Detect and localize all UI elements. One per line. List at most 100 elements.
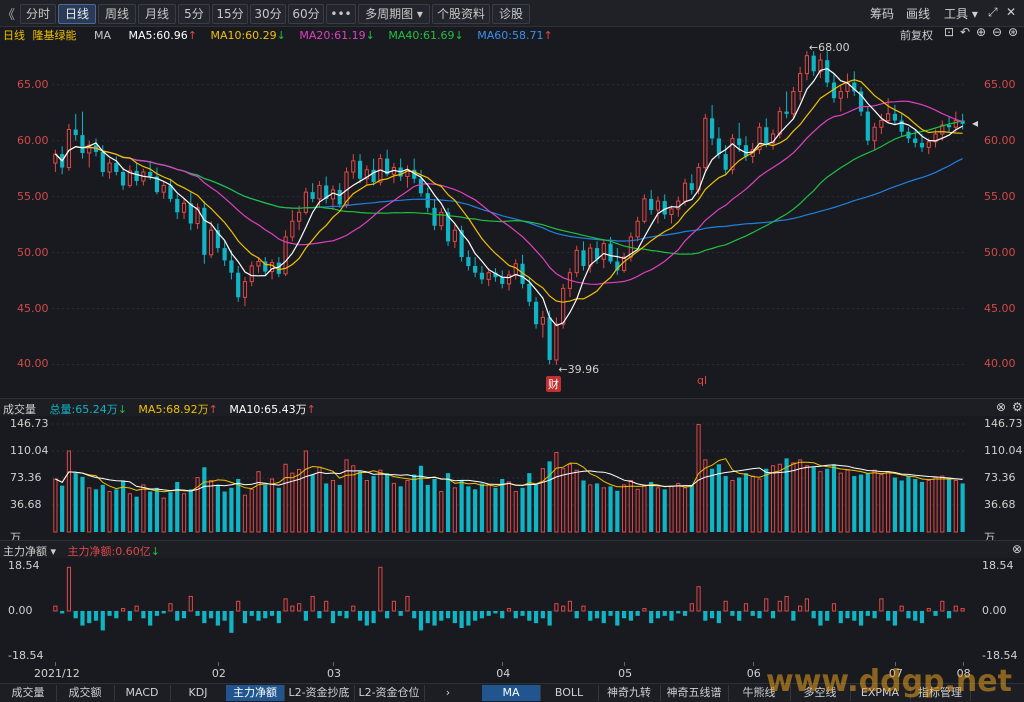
candle[interactable] — [452, 223, 457, 249]
flow-bar[interactable] — [513, 611, 518, 619]
volume-bar[interactable] — [93, 489, 99, 532]
volume-bar[interactable] — [561, 468, 566, 533]
candle[interactable] — [466, 250, 471, 271]
volume-bar[interactable] — [297, 468, 302, 533]
flow-bar[interactable] — [161, 611, 166, 614]
flow-bar[interactable] — [459, 611, 464, 628]
volume-bar[interactable] — [412, 474, 417, 532]
volume-bar[interactable] — [933, 477, 938, 533]
flow-bar[interactable] — [547, 611, 552, 626]
net-flow-chart[interactable] — [0, 558, 1024, 662]
volume-bar[interactable] — [540, 468, 545, 533]
flow-bar[interactable] — [540, 611, 545, 619]
indicator-tab-3[interactable]: KDJ — [170, 685, 227, 701]
volume-bar[interactable] — [242, 494, 248, 533]
volume-bar[interactable] — [750, 475, 755, 533]
candle[interactable] — [858, 86, 864, 117]
flow-bar[interactable] — [351, 605, 356, 612]
drawing-button[interactable]: 画线 — [906, 7, 931, 21]
flow-bar[interactable] — [567, 600, 573, 612]
period-tab-2[interactable]: 周线 — [98, 4, 136, 24]
flow-bar[interactable] — [743, 603, 749, 612]
overlay-tab-4[interactable]: 牛熊线 — [728, 685, 791, 701]
volume-bar[interactable] — [229, 487, 234, 532]
candle[interactable] — [486, 268, 491, 287]
volume-bar[interactable] — [148, 491, 153, 532]
volume-bar[interactable] — [608, 486, 613, 532]
period-tab-5[interactable]: 15分 — [212, 4, 248, 24]
flow-bar[interactable] — [188, 595, 193, 612]
volume-bar[interactable] — [777, 463, 782, 533]
candle[interactable] — [493, 268, 498, 282]
volume-bar[interactable] — [811, 467, 816, 532]
volume-bar[interactable] — [269, 478, 275, 533]
flow-bar[interactable] — [913, 611, 918, 621]
flow-bar[interactable] — [283, 598, 288, 612]
candle[interactable] — [256, 257, 261, 273]
flow-bar[interactable] — [561, 605, 566, 612]
flow-bar[interactable] — [425, 611, 430, 624]
candle[interactable] — [249, 261, 254, 287]
candle[interactable] — [804, 51, 809, 81]
volume-bar[interactable] — [865, 473, 870, 532]
volume-bar[interactable] — [486, 484, 491, 533]
flow-bar[interactable] — [635, 611, 640, 616]
candle[interactable] — [540, 310, 545, 338]
volume-bar[interactable] — [858, 474, 864, 532]
candle[interactable] — [479, 265, 485, 284]
volume-bar[interactable] — [310, 474, 315, 532]
volume-bar[interactable] — [784, 458, 789, 532]
candle[interactable] — [662, 194, 667, 219]
flow-bar[interactable] — [87, 611, 92, 624]
chevron-right-icon[interactable]: › — [445, 686, 451, 699]
candle[interactable] — [317, 180, 322, 208]
candle[interactable] — [195, 203, 200, 230]
candle[interactable] — [798, 66, 803, 101]
candle[interactable] — [80, 111, 85, 159]
flow-bar[interactable] — [500, 611, 505, 619]
candle[interactable] — [357, 154, 363, 184]
overlay-tab-7[interactable]: 指标管理 — [910, 685, 971, 701]
candle[interactable] — [784, 91, 789, 119]
candle[interactable] — [242, 277, 248, 307]
flow-bar[interactable] — [716, 611, 721, 624]
candle[interactable] — [710, 104, 715, 146]
candle[interactable] — [892, 104, 898, 126]
flow-bar[interactable] — [324, 600, 329, 612]
flow-bar[interactable] — [757, 611, 762, 619]
volume-bar[interactable] — [689, 484, 694, 532]
ql-marker[interactable]: ql — [697, 374, 708, 387]
volume-bar[interactable] — [439, 491, 444, 533]
candle[interactable] — [215, 223, 220, 253]
volume-bar[interactable] — [222, 491, 227, 532]
candle[interactable] — [770, 129, 776, 150]
candle[interactable] — [391, 163, 397, 184]
close-icon[interactable]: ✕ — [1006, 5, 1017, 19]
period-tab-1[interactable]: 日线 — [58, 4, 96, 24]
flow-bar[interactable] — [858, 611, 864, 626]
indicator-tab-1[interactable]: 成交额 — [56, 685, 115, 701]
flow-bar[interactable] — [777, 600, 782, 612]
candle[interactable] — [737, 122, 742, 152]
flow-bar[interactable] — [682, 611, 688, 616]
flow-bar[interactable] — [73, 611, 78, 619]
zoom-in-icon[interactable]: ⊕ — [976, 25, 987, 39]
flow-bar[interactable] — [371, 611, 376, 624]
candle[interactable] — [310, 183, 315, 203]
flow-bar[interactable] — [378, 566, 383, 612]
volume-bar[interactable] — [303, 450, 308, 533]
candle[interactable] — [222, 241, 227, 266]
volume-bar[interactable] — [188, 489, 193, 532]
volume-bar[interactable] — [107, 491, 112, 533]
flow-bar[interactable] — [581, 605, 586, 612]
volume-bar[interactable] — [161, 497, 166, 533]
volume-bar[interactable] — [80, 476, 85, 532]
flow-bar[interactable] — [154, 611, 160, 616]
chips-button[interactable]: 筹码 — [870, 7, 895, 21]
candle[interactable] — [114, 156, 119, 176]
flow-bar[interactable] — [344, 611, 349, 619]
flow-bar[interactable] — [588, 611, 593, 621]
volume-bar[interactable] — [114, 489, 119, 532]
volume-bar[interactable] — [710, 468, 715, 532]
volume-bar[interactable] — [351, 465, 356, 533]
